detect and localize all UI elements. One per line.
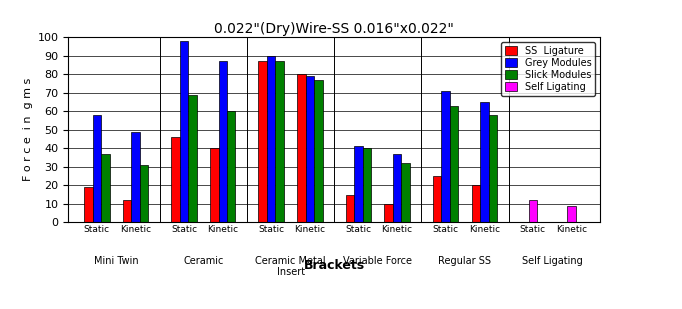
Bar — [346, 195, 354, 222]
Text: Mini Twin: Mini Twin — [94, 256, 138, 266]
Bar — [393, 154, 402, 222]
Title: 0.022"(Dry)Wire-SS 0.016"x0.022": 0.022"(Dry)Wire-SS 0.016"x0.022" — [214, 22, 454, 36]
Bar — [93, 115, 101, 222]
Bar — [171, 137, 180, 222]
Legend: SS  Ligature, Grey Modules, Slick Modules, Self Ligating: SS Ligature, Grey Modules, Slick Modules… — [501, 42, 595, 95]
Bar — [218, 61, 227, 222]
Bar — [385, 204, 393, 222]
Bar — [314, 80, 323, 222]
Bar — [258, 61, 267, 222]
Bar — [529, 200, 537, 222]
Bar — [84, 187, 93, 222]
Text: Ceramic: Ceramic — [183, 256, 224, 266]
Bar — [140, 165, 148, 222]
Bar — [354, 146, 363, 222]
Bar — [210, 148, 218, 222]
Bar — [488, 115, 497, 222]
Bar — [433, 176, 441, 222]
Bar — [306, 76, 314, 222]
Bar — [567, 206, 576, 222]
Bar — [472, 185, 480, 222]
Bar — [123, 200, 132, 222]
Bar — [132, 132, 140, 222]
Text: Regular SS: Regular SS — [439, 256, 492, 266]
Bar — [297, 74, 306, 222]
Bar — [450, 106, 458, 222]
Bar — [441, 91, 450, 222]
Bar — [227, 111, 235, 222]
Bar — [402, 163, 410, 222]
X-axis label: Brackets: Brackets — [303, 259, 365, 272]
Bar — [480, 102, 488, 222]
Text: Ceramic Metal
Insert: Ceramic Metal Insert — [255, 256, 326, 277]
Y-axis label: F o r c e  i n  g m s: F o r c e i n g m s — [23, 78, 33, 181]
Bar — [363, 148, 371, 222]
Text: Self Ligating: Self Ligating — [522, 256, 582, 266]
Bar — [180, 41, 188, 222]
Text: Variable Force: Variable Force — [343, 256, 413, 266]
Bar — [101, 154, 110, 222]
Bar — [188, 95, 196, 222]
Bar — [276, 61, 284, 222]
Bar — [267, 56, 276, 222]
